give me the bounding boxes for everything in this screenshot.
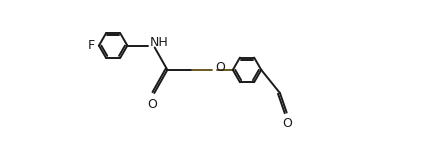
Text: O: O	[215, 61, 225, 74]
Text: O: O	[283, 117, 292, 130]
Text: F: F	[87, 39, 95, 52]
Text: NH: NH	[150, 36, 168, 49]
Text: O: O	[147, 98, 157, 111]
